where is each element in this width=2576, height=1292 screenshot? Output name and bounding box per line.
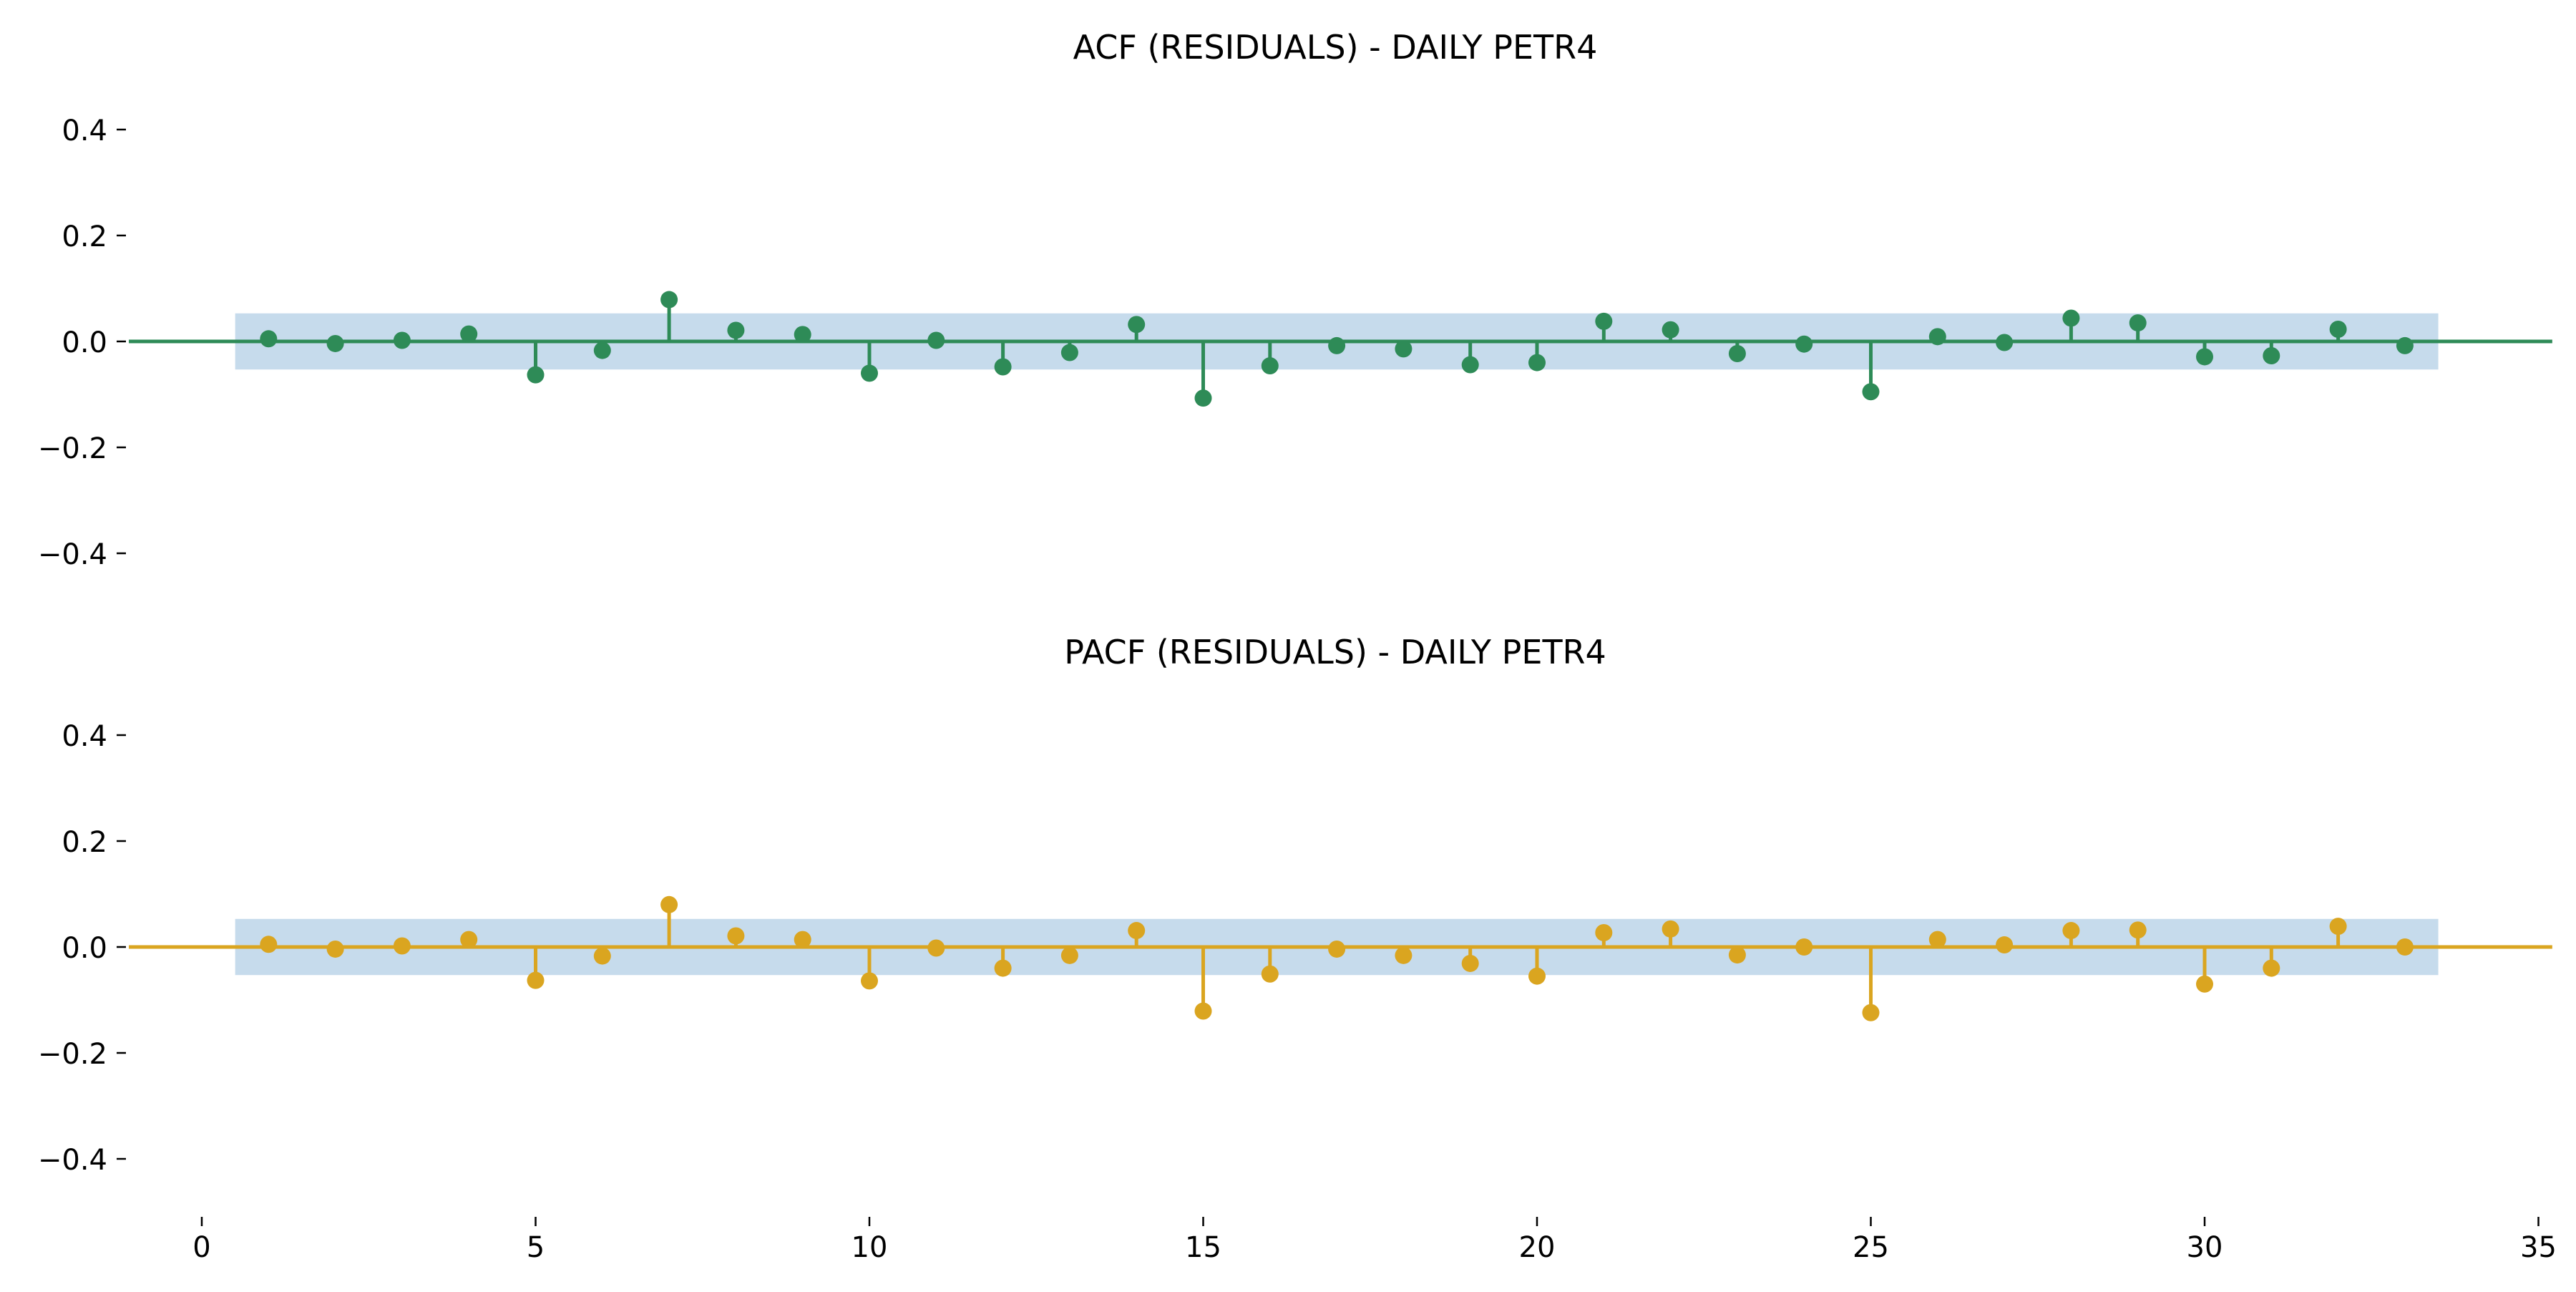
pacf-point <box>326 940 344 958</box>
pacf-point <box>593 947 611 965</box>
acf-point <box>861 364 878 382</box>
pacf-point <box>260 936 278 953</box>
acf-title: ACF (RESIDUALS) - DAILY PETR4 <box>1073 28 1598 67</box>
acf-point <box>1595 312 1613 330</box>
acf-point <box>2396 336 2414 354</box>
pacf-x-tick-label: 20 <box>1519 1231 1556 1264</box>
acf-point <box>393 331 411 349</box>
acf-point <box>1862 383 1880 401</box>
pacf-y-tick-label: −0.4 <box>38 1144 107 1177</box>
acf-point <box>1395 340 1413 358</box>
pacf-x-tick-label: 0 <box>192 1231 210 1264</box>
acf-point <box>460 325 478 343</box>
pacf-point <box>727 927 745 945</box>
acf-point <box>1128 316 1146 334</box>
pacf-point <box>1795 938 1813 956</box>
acf-point <box>593 341 611 359</box>
pacf-point <box>393 937 411 955</box>
acf-point <box>2263 346 2280 364</box>
pacf-panel: PACF (RESIDUALS) - DAILY PETR4 0.4 0.2 0.0… <box>38 633 2557 1264</box>
pacf-point <box>2062 922 2080 940</box>
acf-point <box>1795 335 1813 353</box>
acf-y-tick-label: −0.2 <box>38 432 107 465</box>
pacf-point <box>1996 936 2014 954</box>
acf-point <box>794 326 811 344</box>
acf-point <box>994 358 1012 376</box>
pacf-y-tick-label: 0.4 <box>62 720 107 753</box>
acf-point <box>2062 309 2080 327</box>
acf-y-axis: 0.4 0.2 0.0 −0.2 −0.4 <box>38 115 126 571</box>
pacf-y-axis: 0.4 0.2 0.0 −0.2 −0.4 <box>38 720 126 1177</box>
pacf-point <box>2396 938 2414 956</box>
pacf-point <box>460 931 478 948</box>
pacf-y-tick-label: −0.2 <box>38 1038 107 1071</box>
pacf-point <box>2129 921 2147 939</box>
pacf-stems <box>260 895 2414 1021</box>
pacf-x-axis: 0 5 10 15 20 25 30 35 <box>192 1217 2557 1264</box>
acf-point <box>1328 336 1346 354</box>
pacf-y-tick-label: 0.0 <box>62 932 107 965</box>
acf-point <box>660 291 678 309</box>
acf-panel: ACF (RESIDUALS) - DAILY PETR4 0.4 0.2 0.0 −… <box>38 28 2552 571</box>
pacf-point <box>1328 940 1346 958</box>
acf-point <box>927 331 945 349</box>
pacf-x-tick-label: 15 <box>1185 1231 1221 1264</box>
pacf-point <box>527 971 545 989</box>
acf-y-tick-label: 0.2 <box>62 220 107 253</box>
acf-point <box>326 334 344 352</box>
pacf-point <box>927 939 945 957</box>
pacf-point <box>1595 924 1613 942</box>
acf-point <box>2329 320 2347 338</box>
acf-point <box>1996 334 2014 351</box>
pacf-point <box>1528 967 1546 985</box>
acf-y-tick-label: −0.4 <box>38 538 107 571</box>
acf-point <box>2196 348 2213 366</box>
acf-point <box>2129 314 2147 332</box>
pacf-point <box>1128 922 1146 940</box>
acf-point <box>1194 389 1212 407</box>
acf-point <box>1662 321 1679 339</box>
pacf-point <box>1461 954 1479 972</box>
pacf-point <box>1060 946 1078 964</box>
acf-point <box>1261 357 1279 375</box>
pacf-point <box>2329 918 2347 936</box>
acf-y-tick-label: 0.0 <box>62 326 107 359</box>
pacf-y-tick-label: 0.2 <box>62 826 107 859</box>
pacf-x-tick-label: 25 <box>1853 1231 1889 1264</box>
acf-point <box>527 366 545 384</box>
pacf-x-tick-label: 30 <box>2187 1231 2223 1264</box>
acf-y-tick-label: 0.4 <box>62 115 107 147</box>
acf-point <box>1728 345 1746 363</box>
acf-stems <box>260 291 2414 407</box>
acf-point <box>727 321 745 339</box>
pacf-point <box>1862 1004 1880 1021</box>
pacf-point <box>1194 1002 1212 1020</box>
pacf-point <box>2263 959 2280 977</box>
acf-point <box>1461 356 1479 374</box>
acf-point <box>1928 328 1946 346</box>
pacf-point <box>794 931 811 948</box>
pacf-title: PACF (RESIDUALS) - DAILY PETR4 <box>1064 633 1606 671</box>
pacf-point <box>660 895 678 913</box>
pacf-point <box>1395 946 1413 964</box>
pacf-x-tick-label: 35 <box>2520 1231 2557 1264</box>
pacf-point <box>1261 965 1279 983</box>
pacf-point <box>1928 931 1946 948</box>
pacf-point <box>2196 975 2213 993</box>
pacf-point <box>1662 920 1679 938</box>
pacf-x-tick-label: 10 <box>852 1231 888 1264</box>
pacf-point <box>861 972 878 990</box>
pacf-point <box>994 959 1012 977</box>
acf-point <box>1060 344 1078 361</box>
acf-point <box>1528 354 1546 371</box>
pacf-x-tick-label: 5 <box>527 1231 545 1264</box>
pacf-point <box>1728 946 1746 964</box>
acf-point <box>260 330 278 348</box>
